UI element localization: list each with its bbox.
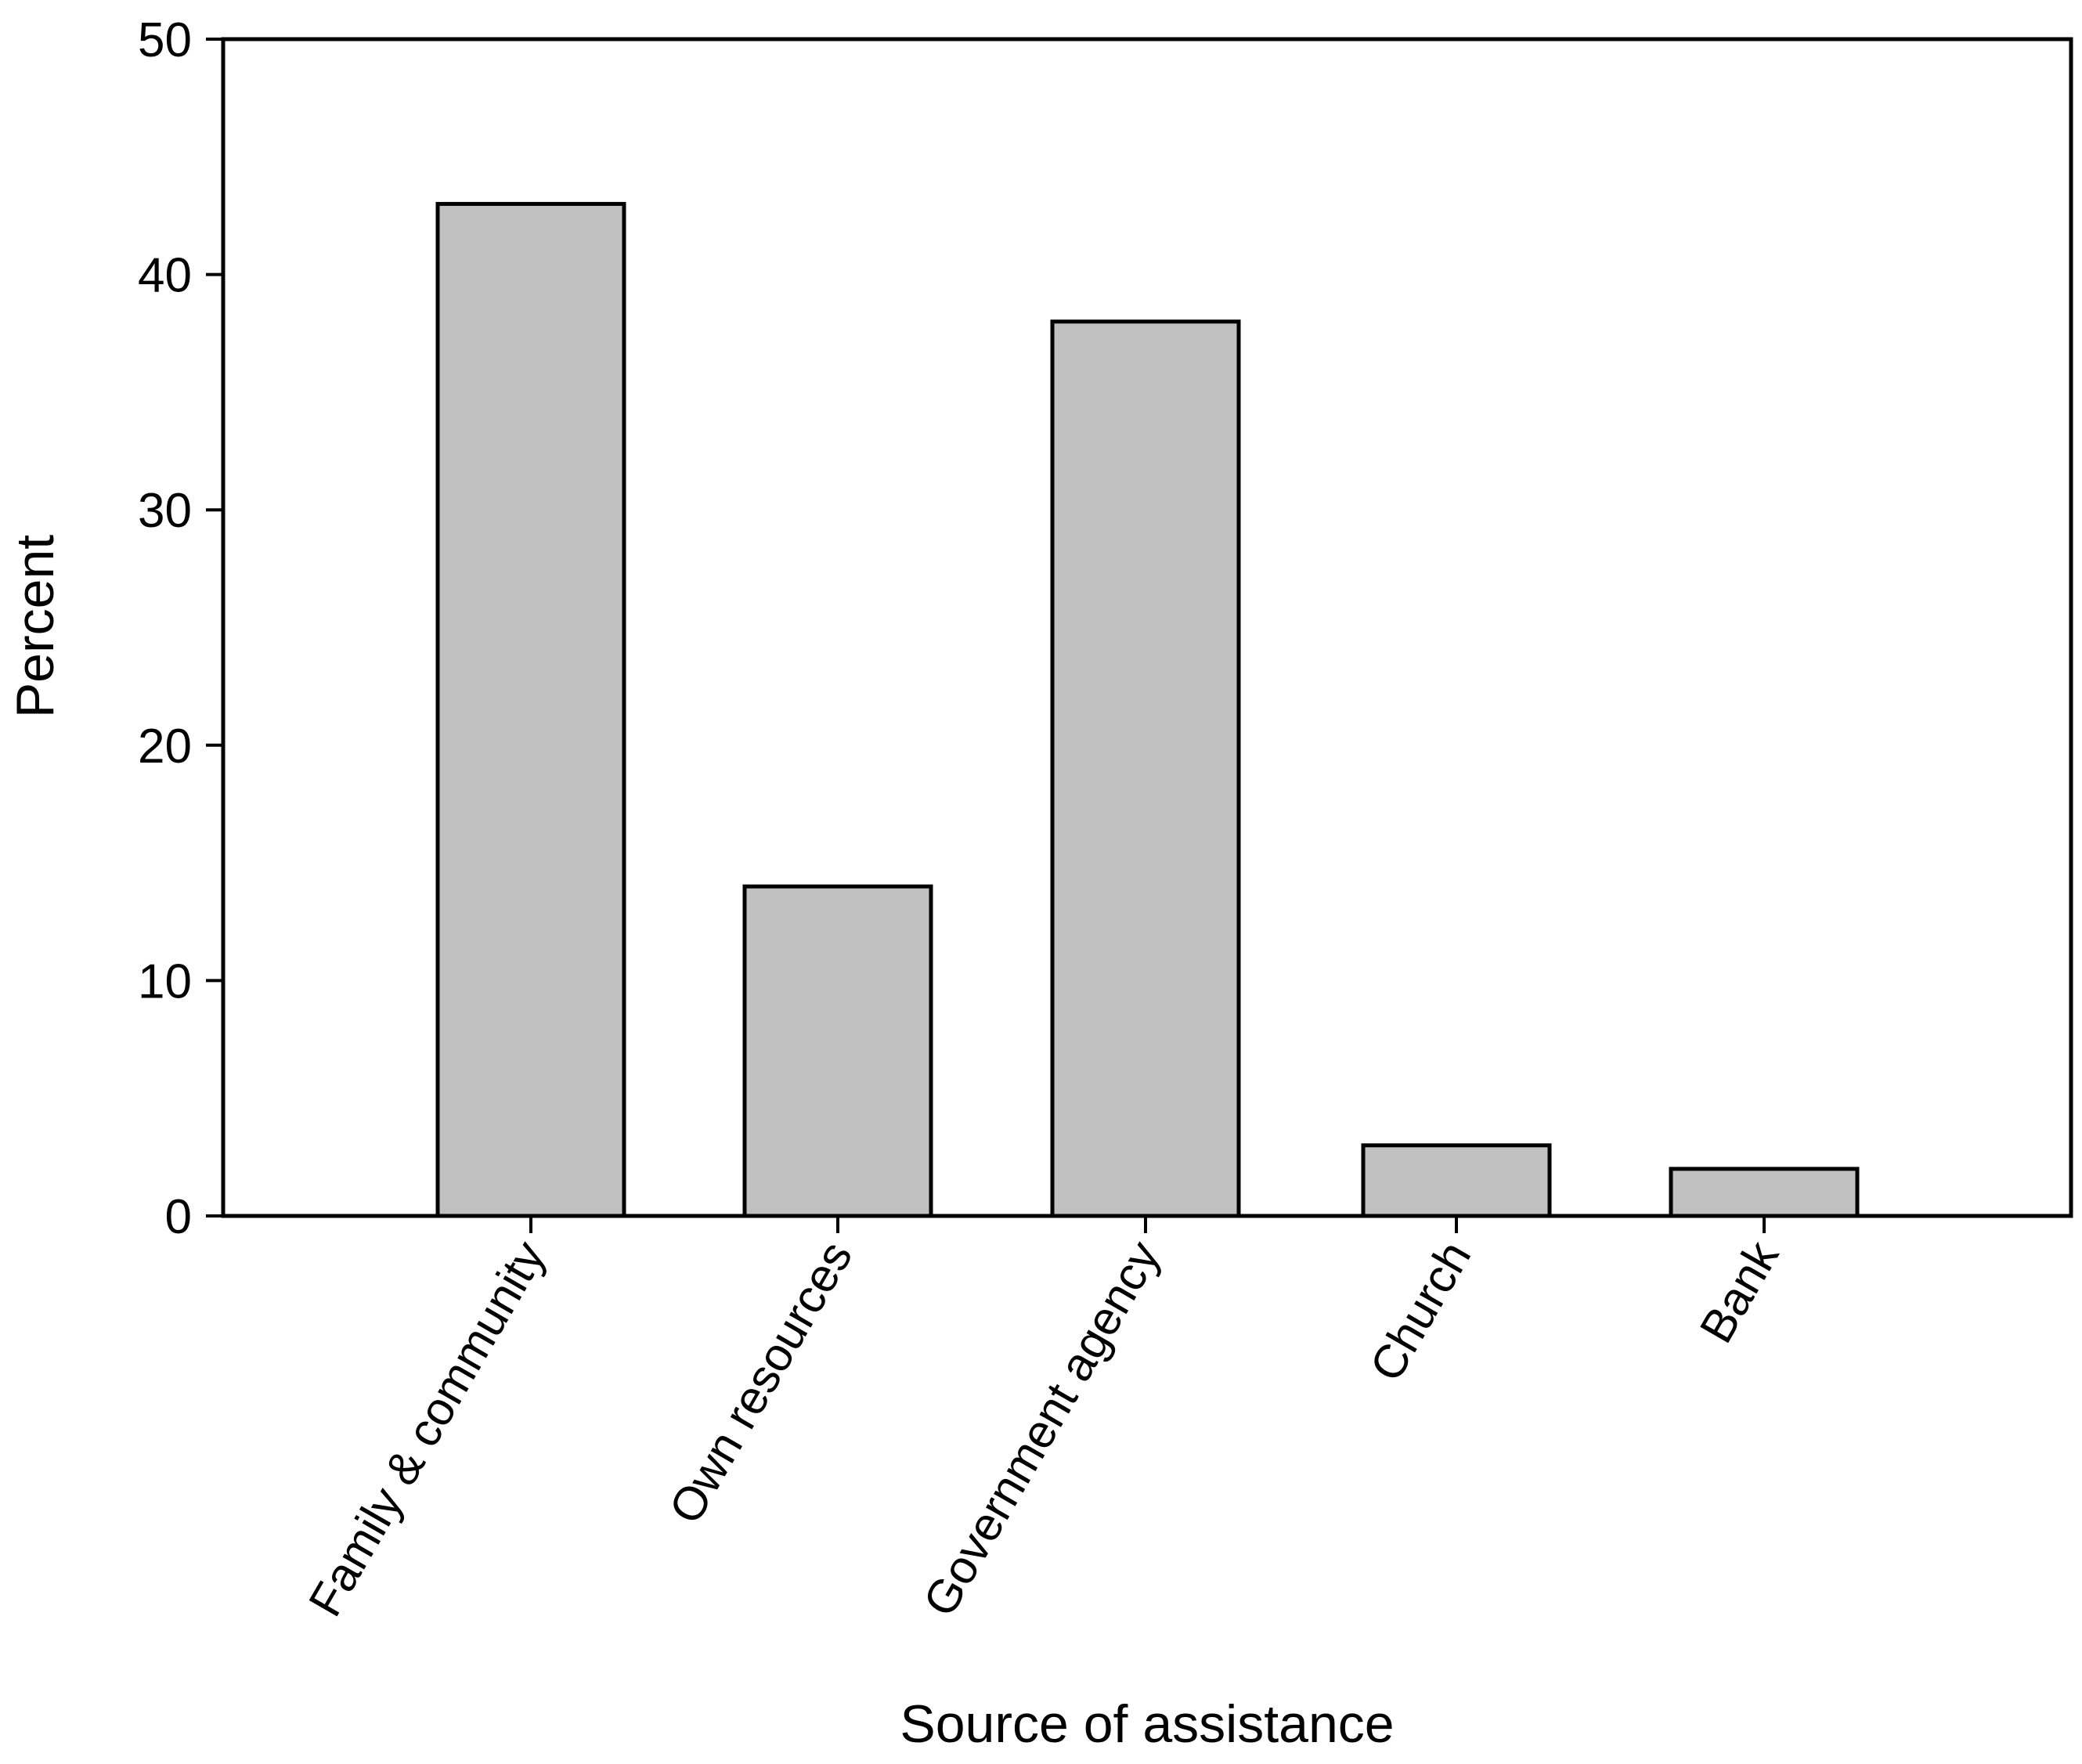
y-axis: 0 10 20 30 40 50 — [138, 13, 223, 1244]
x-axis-title: Source of assistance — [900, 1694, 1394, 1754]
y-tick-label: 40 — [138, 249, 192, 303]
bars — [435, 201, 1860, 1218]
y-tick-label: 10 — [138, 954, 192, 1008]
x-category-label: Government agency — [913, 1232, 1170, 1625]
y-tick-label: 20 — [138, 720, 192, 774]
y-tick-label: 30 — [138, 484, 192, 538]
x-category-label: Own resources — [659, 1232, 862, 1532]
bar — [435, 201, 626, 1218]
x-category-label: Bank — [1690, 1232, 1789, 1351]
y-tick-label: 0 — [165, 1190, 192, 1244]
x-category-label: Church — [1360, 1232, 1481, 1390]
y-axis-title: Percent — [5, 535, 65, 718]
x-axis: Family & community Own resources Governmen… — [298, 1216, 1789, 1625]
bar — [1050, 319, 1241, 1218]
y-tick-label: 50 — [138, 13, 192, 67]
bar — [742, 884, 933, 1218]
x-category-label: Family & community — [298, 1232, 555, 1625]
bar — [1361, 1143, 1552, 1218]
bar — [1669, 1167, 1860, 1218]
